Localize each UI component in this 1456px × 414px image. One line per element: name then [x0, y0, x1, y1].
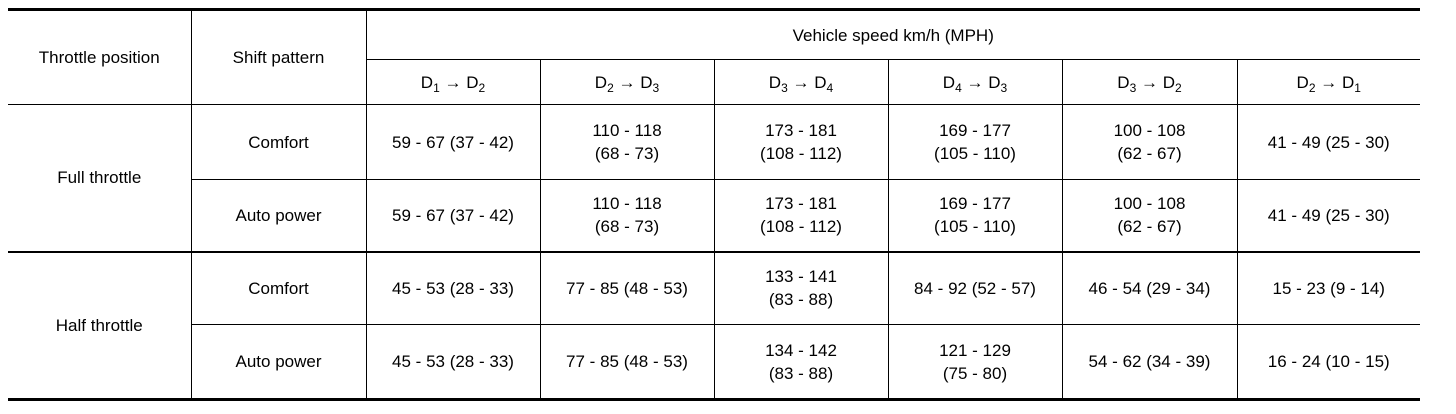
speed-cell: 54 - 62 (34 - 39)	[1061, 324, 1238, 401]
subscript: 1	[1354, 80, 1361, 95]
data-row: Auto power 59 - 67 (37 - 42) 110 - 118 (68 …	[8, 179, 1420, 252]
speed-cell: 84 - 92 (52 - 57)	[887, 250, 1063, 325]
cell-line: 110 - 118	[592, 194, 662, 214]
header-text: →	[1136, 72, 1163, 92]
header-text: D	[420, 72, 434, 92]
cell-line: (68 - 73)	[594, 144, 660, 163]
pattern-cell: Auto power	[191, 179, 367, 252]
cell-line: 169 - 177	[939, 194, 1011, 214]
speed-cell: 59 - 67 (37 - 42)	[365, 104, 541, 180]
pattern-cell: Comfort	[190, 250, 367, 325]
header-row: Throttle position Shift pattern Vehicle sp…	[8, 8, 1420, 105]
cell-line: 100 - 108	[1113, 194, 1186, 214]
header-text: →	[961, 72, 989, 92]
pattern-cell: Auto power	[191, 324, 367, 401]
speed-cell: 169 - 177 (105 - 110)	[887, 104, 1063, 180]
cell-line: (108 - 112)	[760, 144, 842, 163]
speed-cell: 110 - 118 (68 - 73)	[539, 104, 715, 180]
cell-line: 133 - 141	[765, 267, 837, 287]
cell-line: (62 - 67)	[1117, 217, 1182, 237]
cell-line: (83 - 88)	[768, 290, 834, 310]
cell-line: 169 - 177	[939, 121, 1011, 140]
subscript: 2	[1175, 80, 1182, 95]
subscript: 2	[1308, 80, 1316, 95]
data-row: Half throttle Comfort 45 - 53 (28 - 33) 77 …	[8, 250, 1420, 401]
header-cell: Shift pattern	[190, 8, 367, 105]
speed-cell: 169 - 177 (105 - 110)	[887, 179, 1063, 252]
cell-line: 134 - 142	[765, 340, 837, 360]
speed-cell: 41 - 49 (25 - 30)	[1236, 104, 1420, 180]
cell-line: (83 - 88)	[768, 363, 834, 383]
subscript: 3	[652, 80, 660, 95]
header-text: D	[942, 72, 956, 92]
subscript: 3	[1000, 80, 1008, 95]
column-header: D3 → D4	[713, 59, 889, 105]
column-header: D2 → D3	[539, 59, 715, 105]
speed-cell: 77 - 85 (48 - 53)	[539, 324, 715, 401]
header-text: D	[466, 72, 479, 92]
speed-cell: 133 - 141 (83 - 88)	[713, 250, 889, 325]
cell-line: 121 - 129	[939, 340, 1011, 360]
subscript: 2	[607, 80, 614, 95]
subscript: 3	[781, 80, 788, 95]
header-text: D	[640, 72, 653, 92]
speed-cell: 173 - 181 (108 - 112)	[713, 104, 889, 180]
speed-cell: 41 - 49 (25 - 30)	[1236, 179, 1420, 252]
throttle-cell: Full throttle	[8, 104, 192, 252]
data-row: Auto power 45 - 53 (28 - 33) 77 - 85 (48 -…	[8, 324, 1420, 401]
subscript: 4	[826, 80, 834, 95]
header-text: →	[613, 72, 641, 92]
speed-cell: 59 - 67 (37 - 42)	[365, 179, 541, 252]
cell-line: 110 - 118	[592, 121, 662, 140]
page: Throttle position Shift pattern Vehicle sp…	[8, 8, 1420, 401]
header-text: D	[1162, 72, 1175, 92]
speed-cell: 16 - 24 (10 - 15)	[1236, 324, 1420, 401]
header-row: D1 → D2 D2 → D3 D3 → D4 D4 → D3 D3 → D2 D2 → …	[8, 59, 1420, 105]
cell-line: 173 - 181	[765, 194, 837, 214]
header-text: D	[814, 72, 827, 92]
speed-cell: 121 - 129 (75 - 80)	[887, 324, 1063, 401]
speed-cell: 134 - 142 (83 - 88)	[713, 324, 889, 401]
cell-line: (68 - 73)	[594, 217, 660, 237]
column-header: D1 → D2	[366, 59, 541, 105]
header-text: →	[439, 72, 467, 92]
header-text: →	[1315, 72, 1342, 92]
header-text: D	[1296, 72, 1309, 92]
cell-line: (108 - 112)	[760, 217, 842, 237]
cell-line: 173 - 181	[765, 121, 837, 140]
header-cell: Throttle position	[8, 8, 192, 105]
column-header: D2 → D1	[1236, 59, 1420, 105]
subscript: 1	[433, 80, 440, 95]
subscript: 3	[1129, 80, 1137, 95]
header-cell: Vehicle speed km/h (MPH)	[365, 8, 1420, 60]
pattern-cell: Comfort	[190, 104, 367, 180]
speed-cell: 110 - 118 (68 - 73)	[539, 179, 715, 252]
speed-cell: 173 - 181 (108 - 112)	[713, 179, 889, 252]
speed-cell: 45 - 53 (28 - 33)	[365, 250, 541, 325]
speed-cell: 45 - 53 (28 - 33)	[365, 324, 541, 401]
header-text: D	[1341, 72, 1355, 92]
speed-cell: 100 - 108 (62 - 67)	[1061, 179, 1238, 252]
cell-line: (105 - 110)	[934, 217, 1016, 237]
subscript: 2	[478, 80, 486, 95]
speed-cell: 77 - 85 (48 - 53)	[539, 250, 715, 325]
shift-table: Throttle position Shift pattern Vehicle sp…	[8, 8, 1420, 401]
subscript: 4	[955, 80, 962, 95]
cell-line: (75 - 80)	[942, 363, 1008, 383]
cell-line: 100 - 108	[1113, 121, 1186, 140]
column-header: D3 → D2	[1061, 59, 1238, 105]
column-header: D4 → D3	[887, 59, 1063, 105]
speed-cell: 15 - 23 (9 - 14)	[1236, 250, 1420, 325]
header-text: D	[1117, 72, 1130, 92]
header-text: D	[768, 72, 782, 92]
cell-line: (105 - 110)	[934, 144, 1016, 163]
header-text: D	[594, 72, 608, 92]
header-text: D	[988, 72, 1001, 92]
cell-line: (62 - 67)	[1117, 144, 1182, 163]
speed-cell: 46 - 54 (29 - 34)	[1061, 250, 1238, 325]
data-row: Full throttle Comfort 59 - 67 (37 - 42) 110…	[8, 104, 1420, 252]
speed-cell: 100 - 108 (62 - 67)	[1061, 104, 1238, 180]
throttle-cell: Half throttle	[8, 250, 192, 401]
header-text: →	[787, 72, 815, 92]
